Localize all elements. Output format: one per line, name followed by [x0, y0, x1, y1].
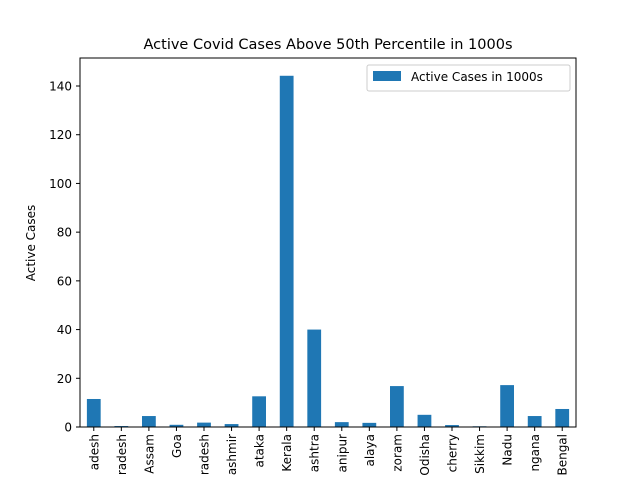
bars-group: [86, 75, 570, 427]
y-tick-label: 140: [49, 80, 72, 94]
y-tick-label: 100: [49, 177, 72, 191]
y-tick-label: 120: [49, 128, 72, 142]
bar: [142, 416, 156, 427]
bar: [169, 424, 184, 427]
x-tick-label: ashtra: [308, 434, 322, 472]
x-tick-label: anipur: [335, 434, 349, 473]
bar: [252, 396, 266, 427]
y-tick-label: 40: [57, 323, 72, 337]
y-axis: 0 20 40 60 80 100 120 140: [49, 80, 80, 435]
bar: [362, 422, 377, 427]
bar: [390, 386, 404, 427]
x-tick-label: alaya: [363, 434, 377, 467]
y-tick-label: 0: [64, 421, 72, 435]
bar: [307, 329, 322, 427]
bar: [527, 416, 542, 427]
bar: [417, 414, 432, 427]
x-tick-label: adesh: [87, 434, 101, 470]
bar: [279, 75, 294, 427]
x-tick-label: Odisha: [418, 434, 432, 476]
x-tick-label: zoram: [390, 434, 404, 472]
legend-box: [366, 64, 571, 92]
plot-frame: [79, 57, 577, 428]
x-axis: adesh radesh Assam Goa radesh ashmir ataka Kera…: [87, 427, 570, 476]
x-tick-label: radesh: [115, 434, 129, 475]
y-axis-label: Active Cases: [24, 205, 38, 282]
y-tick-label: 60: [57, 274, 72, 288]
legend: Active Cases in 1000s: [366, 64, 571, 92]
x-tick-label: ngana: [528, 434, 542, 472]
x-tick-label: cherry: [446, 434, 460, 472]
x-tick-label: Bengal: [556, 434, 570, 476]
legend-swatch: [373, 71, 401, 81]
x-tick-label: Sikkim: [473, 434, 487, 474]
x-tick-label: Kerala: [280, 434, 294, 472]
chart-title: Active Covid Cases Above 50th Percentile…: [144, 37, 513, 53]
y-tick-label: 80: [57, 226, 72, 240]
x-tick-label: Nadu: [501, 434, 515, 466]
legend-label: Active Cases in 1000s: [411, 70, 543, 84]
bar: [445, 425, 459, 427]
bar: [500, 385, 514, 427]
x-tick-label: Assam: [142, 434, 156, 474]
x-tick-label: ashmir: [225, 434, 239, 475]
bar: [224, 424, 239, 427]
x-tick-label: Goa: [170, 434, 184, 458]
bar: [334, 422, 349, 427]
x-tick-label: radesh: [198, 434, 212, 475]
bar: [86, 398, 101, 427]
y-tick-label: 20: [57, 372, 72, 386]
x-tick-label: ataka: [253, 434, 267, 468]
bar: [555, 408, 570, 427]
bar: [197, 422, 211, 427]
